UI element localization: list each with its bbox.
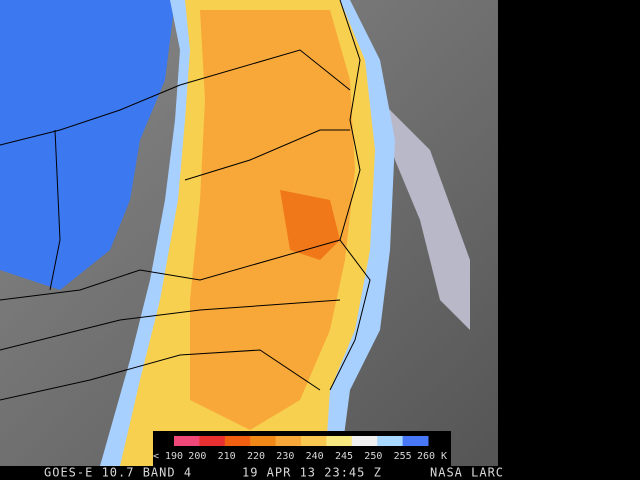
cloud-band-orange <box>190 10 355 430</box>
legend-label: 230 <box>276 451 294 462</box>
color-bar-segment <box>174 436 200 446</box>
color-bar-segment <box>224 436 251 446</box>
cold-cloud-north <box>0 0 175 290</box>
caption-credit: NASA LARC <box>430 466 504 480</box>
legend-label: 260 K <box>417 451 447 462</box>
legend-label: 220 <box>247 451 265 462</box>
legend-label: 245 <box>335 451 353 462</box>
state-border <box>184 129 350 181</box>
color-bar-segment <box>250 436 277 446</box>
color-bar-segment <box>199 436 226 446</box>
caption-source: GOES-E 10.7 BAND 4 <box>44 466 192 480</box>
color-bar-segment <box>275 436 302 446</box>
state-border <box>0 349 321 401</box>
coastline <box>329 0 371 391</box>
state-border <box>0 299 341 351</box>
legend-label: 250 <box>364 451 382 462</box>
color-bar-segment <box>326 436 353 446</box>
color-bar-segment <box>301 436 327 446</box>
legend-label: 255 <box>394 451 412 462</box>
color-bar-segment <box>402 436 429 446</box>
color-bar-segment <box>351 436 378 446</box>
caption-time: 19 APR 13 23:45 Z <box>242 466 382 480</box>
legend-label: 240 <box>306 451 324 462</box>
legend-label: 210 <box>218 451 236 462</box>
state-border <box>0 239 341 301</box>
cloud-core <box>280 190 340 260</box>
state-border <box>0 49 351 146</box>
color-bar-segment <box>377 436 404 446</box>
state-border <box>49 129 61 291</box>
legend-label: 200 <box>188 451 206 462</box>
legend-label: < 190 <box>153 451 183 462</box>
offshore-cloud <box>380 100 470 330</box>
